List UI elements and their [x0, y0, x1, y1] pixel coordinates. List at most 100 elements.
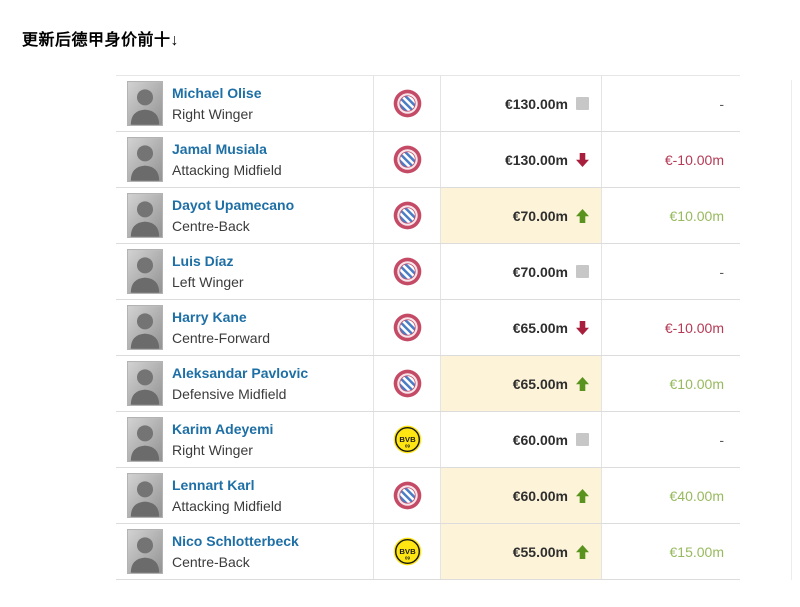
market-value: €65.00m — [512, 375, 568, 392]
borussia-dortmund-crest-icon[interactable] — [392, 537, 422, 566]
table-row: Jamal Musiala Attacking Midfield €130.00… — [116, 132, 740, 188]
market-value-cell: €55.00m — [440, 524, 601, 579]
player-cell: Harry Kane Centre-Forward — [116, 300, 373, 355]
player-position: Centre-Back — [172, 553, 250, 570]
value-change-cell: €40.00m — [601, 468, 740, 523]
player-photo[interactable] — [127, 417, 163, 462]
player-photo[interactable] — [127, 529, 163, 574]
table-row: Nico Schlotterbeck Centre-Back €55.00m €… — [116, 524, 740, 580]
market-value: €70.00m — [512, 207, 568, 224]
bayern-munich-crest-icon[interactable] — [393, 313, 422, 342]
arrow-up-icon — [576, 488, 589, 503]
value-change: - — [719, 95, 724, 112]
arrow-down-icon — [576, 152, 589, 167]
market-value: €65.00m — [512, 319, 568, 336]
club-cell — [373, 468, 440, 523]
market-value-table: Michael Olise Right Winger €130.00m - Ja… — [116, 75, 740, 580]
player-portrait-icon — [128, 530, 162, 573]
player-name-link[interactable]: Luis Díaz — [172, 252, 234, 269]
player-cell: Karim Adeyemi Right Winger — [116, 412, 373, 467]
market-value: €130.00m — [504, 151, 568, 168]
bayern-munich-crest-icon[interactable] — [393, 201, 422, 230]
player-position: Centre-Forward — [172, 329, 271, 346]
arrow-up-icon — [576, 544, 589, 559]
value-change: €-10.00m — [664, 151, 724, 168]
value-change: €10.00m — [669, 207, 724, 224]
player-photo[interactable] — [127, 305, 163, 350]
table-row: Aleksandar Pavlovic Defensive Midfield €… — [116, 356, 740, 412]
table-row: Luis Díaz Left Winger €70.00m - — [116, 244, 740, 300]
player-photo[interactable] — [127, 249, 163, 294]
player-info: Jamal Musiala Attacking Midfield — [172, 139, 282, 181]
market-value: €60.00m — [512, 431, 568, 448]
club-cell — [373, 524, 440, 579]
value-change: - — [719, 431, 724, 448]
player-photo[interactable] — [127, 81, 163, 126]
arrow-up-icon — [576, 208, 589, 223]
player-position: Attacking Midfield — [172, 497, 282, 514]
bayern-munich-crest-icon[interactable] — [393, 145, 422, 174]
player-cell: Jamal Musiala Attacking Midfield — [116, 132, 373, 187]
player-cell: Lennart Karl Attacking Midfield — [116, 468, 373, 523]
club-cell — [373, 132, 440, 187]
player-name-link[interactable]: Dayot Upamecano — [172, 196, 295, 213]
bayern-munich-crest-icon[interactable] — [393, 481, 422, 510]
table-row: Karim Adeyemi Right Winger €60.00m - — [116, 412, 740, 468]
value-change-cell: - — [601, 412, 740, 467]
value-change: €15.00m — [669, 543, 724, 560]
player-info: Luis Díaz Left Winger — [172, 251, 244, 293]
player-portrait-icon — [128, 138, 162, 181]
value-change: €-10.00m — [664, 319, 724, 336]
bayern-munich-crest-icon[interactable] — [393, 257, 422, 286]
player-photo[interactable] — [127, 361, 163, 406]
player-info: Harry Kane Centre-Forward — [172, 307, 270, 349]
player-name-link[interactable]: Aleksandar Pavlovic — [172, 364, 309, 381]
bayern-munich-crest-icon[interactable] — [393, 89, 422, 118]
player-cell: Michael Olise Right Winger — [116, 76, 373, 131]
player-cell: Dayot Upamecano Centre-Back — [116, 188, 373, 243]
value-change-cell: - — [601, 244, 740, 299]
player-position: Right Winger — [172, 105, 253, 122]
player-photo[interactable] — [127, 193, 163, 238]
player-name-link[interactable]: Nico Schlotterbeck — [172, 532, 299, 549]
value-change-cell: - — [601, 76, 740, 131]
player-name-link[interactable]: Michael Olise — [172, 84, 262, 101]
player-portrait-icon — [128, 362, 162, 405]
arrow-down-icon — [576, 320, 589, 335]
market-value-cell: €60.00m — [440, 412, 601, 467]
bayern-munich-crest-icon[interactable] — [393, 369, 422, 398]
player-name-link[interactable]: Harry Kane — [172, 308, 247, 325]
player-info: Michael Olise Right Winger — [172, 83, 261, 125]
market-value-cell: €65.00m — [440, 356, 601, 411]
value-change-cell: €-10.00m — [601, 132, 740, 187]
borussia-dortmund-crest-icon[interactable] — [392, 425, 422, 454]
market-value: €55.00m — [512, 543, 568, 560]
value-change-cell: €10.00m — [601, 356, 740, 411]
player-photo[interactable] — [127, 473, 163, 518]
player-portrait-icon — [128, 418, 162, 461]
page-title: 更新后德甲身价前十↓ — [22, 32, 180, 49]
player-info: Nico Schlotterbeck Centre-Back — [172, 531, 299, 573]
market-value-cell: €70.00m — [440, 244, 601, 299]
player-photo[interactable] — [127, 137, 163, 182]
club-cell — [373, 300, 440, 355]
grey-square-icon — [576, 265, 589, 278]
value-change-cell: €-10.00m — [601, 300, 740, 355]
club-cell — [373, 356, 440, 411]
arrow-up-icon — [576, 376, 589, 391]
player-portrait-icon — [128, 306, 162, 349]
table-row: Lennart Karl Attacking Midfield €60.00m … — [116, 468, 740, 524]
market-value-cell: €70.00m — [440, 188, 601, 243]
club-cell — [373, 188, 440, 243]
market-value-cell: €60.00m — [440, 468, 601, 523]
value-change: €10.00m — [669, 375, 724, 392]
player-name-link[interactable]: Lennart Karl — [172, 476, 255, 493]
player-name-link[interactable]: Jamal Musiala — [172, 140, 267, 157]
market-value: €130.00m — [504, 95, 568, 112]
player-info: Karim Adeyemi Right Winger — [172, 419, 273, 461]
player-cell: Aleksandar Pavlovic Defensive Midfield — [116, 356, 373, 411]
player-name-link[interactable]: Karim Adeyemi — [172, 420, 274, 437]
value-change-cell: €15.00m — [601, 524, 740, 579]
club-cell — [373, 244, 440, 299]
player-cell: Luis Díaz Left Winger — [116, 244, 373, 299]
